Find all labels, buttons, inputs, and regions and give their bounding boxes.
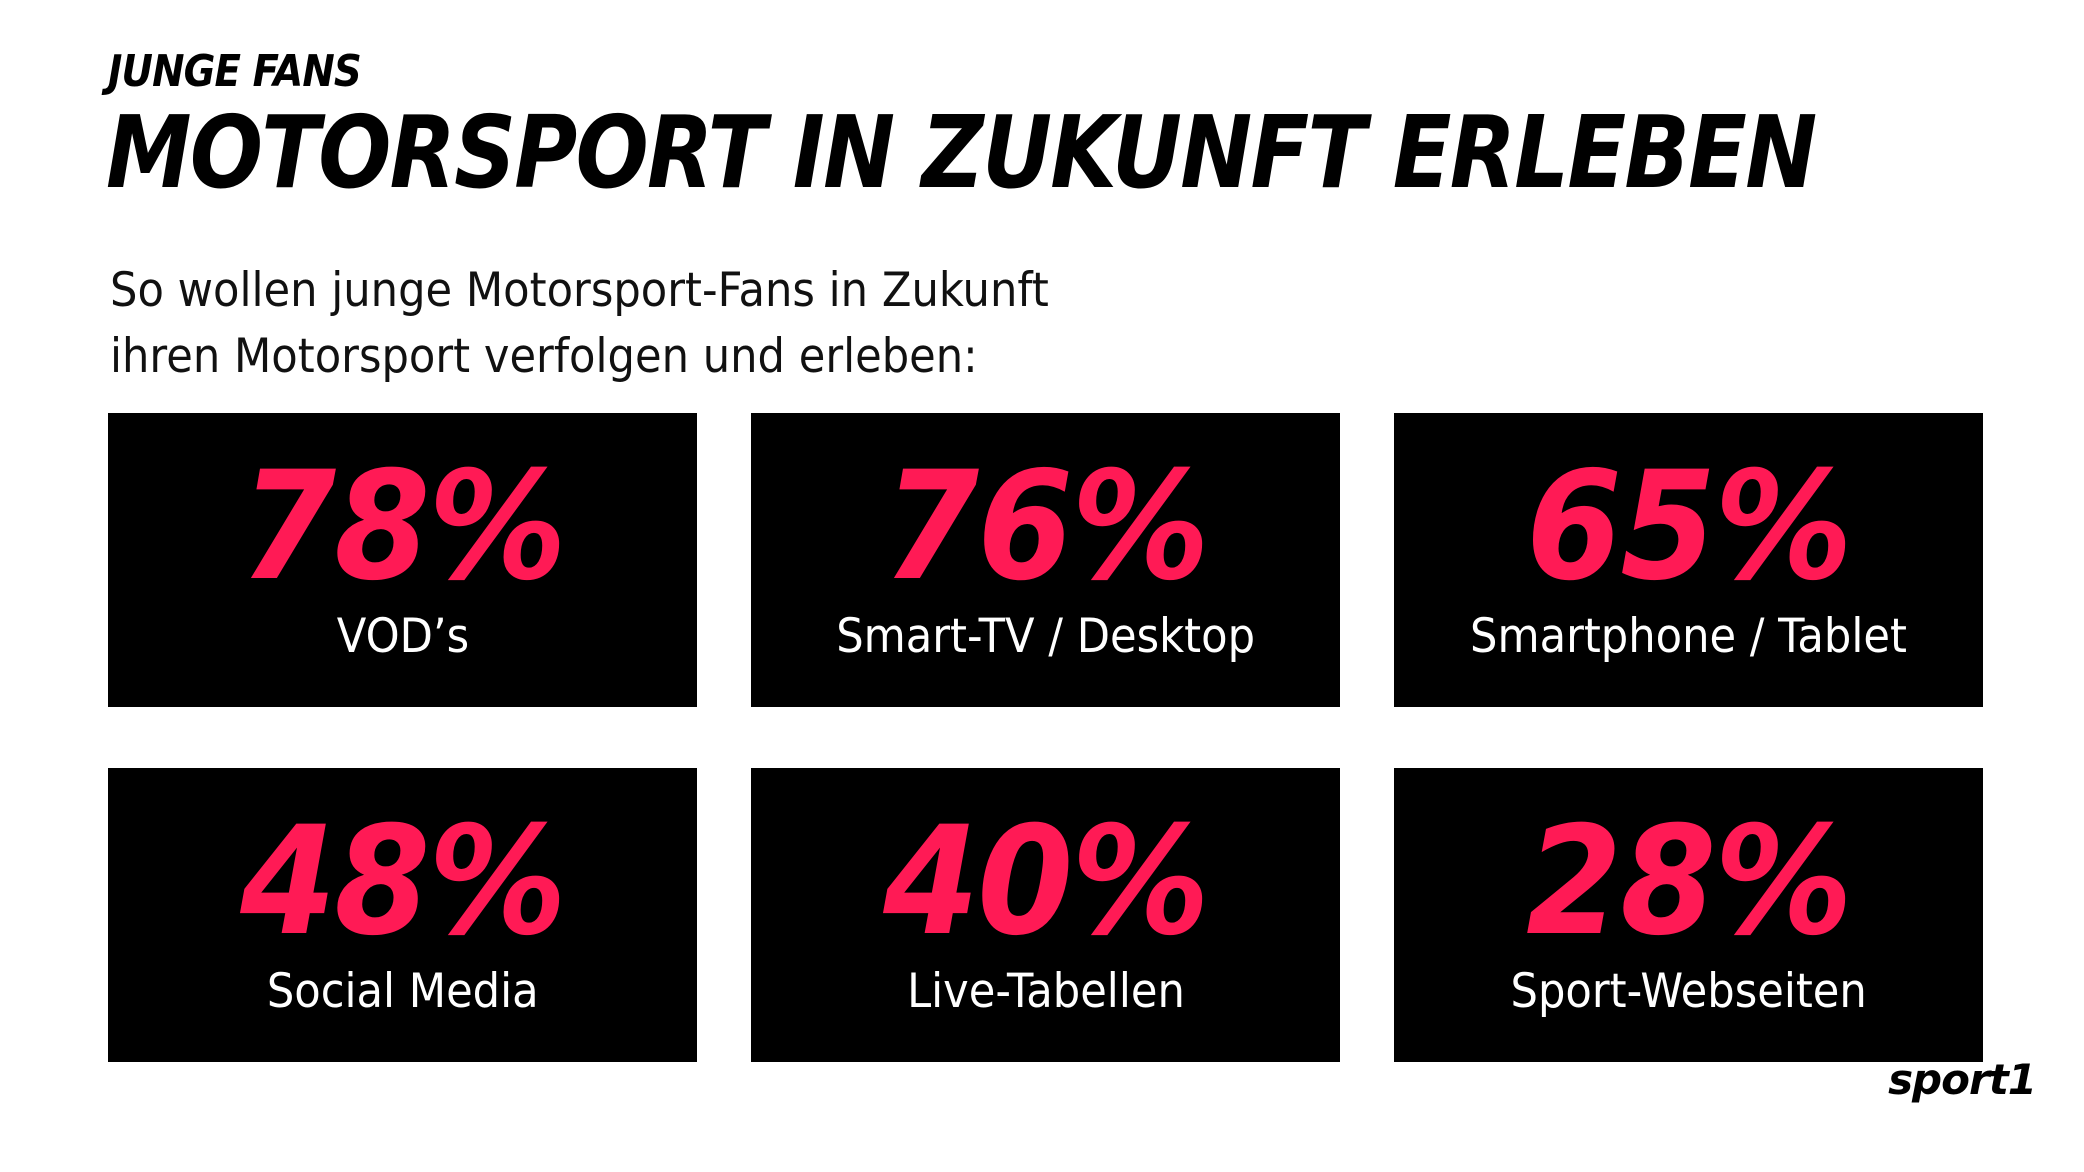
stat-card-smart-tv-desktop: 76% Smart-TV / Desktop [751, 413, 1340, 707]
stat-label: Smart-TV / Desktop [836, 609, 1255, 664]
page-title: MOTORSPORT IN ZUKUNFT ERLEBEN [106, 94, 1817, 211]
stat-value: 76% [883, 440, 1210, 614]
stat-value: 78% [240, 440, 567, 614]
stat-card-smartphone-tablet: 65% Smartphone / Tablet [1394, 413, 1983, 707]
stat-label: VOD’s [336, 609, 469, 664]
stat-label: Sport-Webseiten [1510, 964, 1867, 1019]
stat-value: 40% [883, 795, 1210, 969]
stat-card-sport-webseiten: 28% Sport-Webseiten [1394, 768, 1983, 1062]
kicker-heading: JUNGE FANS [108, 46, 362, 97]
stat-value: 48% [240, 795, 567, 969]
stat-label: Live-Tabellen [906, 964, 1185, 1019]
stat-label: Smartphone / Tablet [1470, 609, 1907, 664]
intro-text: So wollen junge Motorsport-Fans in Zukun… [110, 258, 1310, 390]
stats-grid: 78% VOD’s 76% Smart-TV / Desktop 65% Sma… [108, 413, 1984, 1062]
stat-card-social-media: 48% Social Media [108, 768, 697, 1062]
intro-line-1: So wollen junge Motorsport-Fans in Zukun… [110, 263, 1049, 318]
stat-card-live-tabellen: 40% Live-Tabellen [751, 768, 1340, 1062]
intro-line-2: ihren Motorsport verfolgen und erleben: [110, 329, 978, 384]
stat-label: Social Media [266, 964, 539, 1019]
stat-value: 28% [1526, 795, 1853, 969]
stat-card-vods: 78% VOD’s [108, 413, 697, 707]
stat-value: 65% [1526, 440, 1853, 614]
sport1-logo: sport1 [1888, 1055, 2037, 1104]
